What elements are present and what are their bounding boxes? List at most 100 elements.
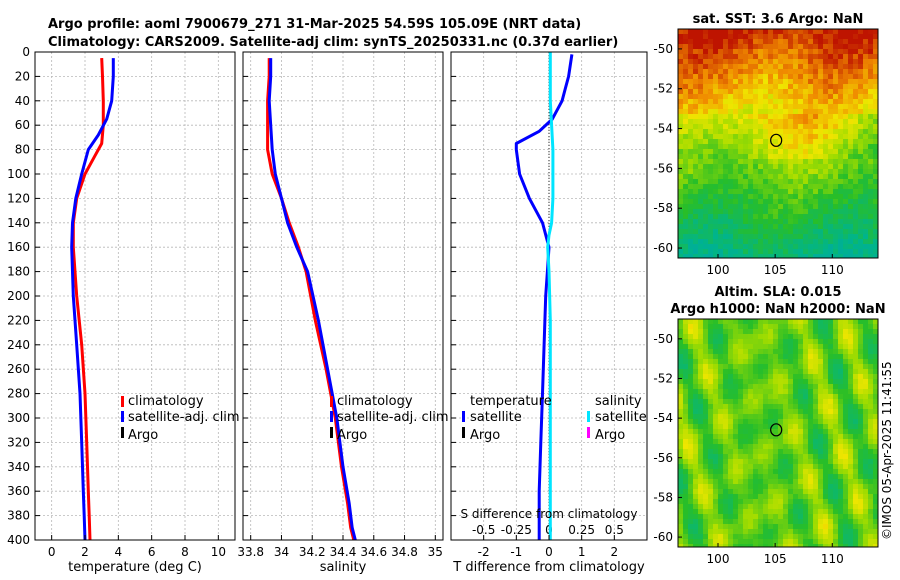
- map-cell: [818, 519, 824, 525]
- map-cell: [683, 434, 689, 440]
- map-cell: [723, 174, 729, 180]
- map-cell: [748, 169, 754, 175]
- map-cell: [793, 374, 799, 380]
- map-cell: [833, 154, 839, 160]
- map-cell: [733, 209, 739, 215]
- map-cell: [728, 254, 734, 259]
- map-cell: [788, 404, 794, 410]
- map-cell: [723, 454, 729, 460]
- map-cell: [828, 79, 834, 85]
- map-cell: [693, 59, 699, 65]
- map-cell: [828, 204, 834, 210]
- map-cell: [843, 174, 849, 180]
- map-cell: [713, 364, 719, 370]
- map-cell: [823, 389, 829, 395]
- map-cell: [838, 429, 844, 435]
- map-cell: [868, 99, 874, 105]
- map-cell: [718, 99, 724, 105]
- map-cell: [803, 349, 809, 355]
- x-tick-label: -1: [510, 545, 522, 559]
- map-cell: [678, 49, 684, 55]
- map-cell: [798, 399, 804, 405]
- map-cell: [703, 354, 709, 360]
- map-cell: [748, 389, 754, 395]
- map-cell: [828, 399, 834, 405]
- map-cell: [758, 249, 764, 255]
- map-cell: [693, 219, 699, 225]
- map-cell: [733, 144, 739, 150]
- x-tick-label: 34.2: [299, 545, 326, 559]
- map-cell: [768, 154, 774, 160]
- map-cell: [678, 389, 684, 395]
- map-cell: [843, 119, 849, 125]
- map-cell: [683, 224, 689, 230]
- map-cell: [858, 369, 864, 375]
- map-cell: [713, 339, 719, 345]
- legend-salinity-heading: salinity: [595, 394, 642, 409]
- map-cell: [873, 219, 879, 225]
- map-cell: [833, 149, 839, 155]
- map-cell: [778, 144, 784, 150]
- map-cell: [768, 149, 774, 155]
- map-cell: [728, 404, 734, 410]
- map-cell: [818, 204, 824, 210]
- map-cell: [743, 129, 749, 135]
- map-cell: [863, 34, 869, 40]
- map-cell: [758, 539, 764, 545]
- map-cell: [698, 529, 704, 535]
- map-cell: [698, 374, 704, 380]
- map-cell: [773, 54, 779, 60]
- map-cell: [873, 464, 879, 470]
- map-cell: [858, 529, 864, 535]
- map-cell: [703, 439, 709, 445]
- map-cell: [803, 504, 809, 510]
- map-cell: [798, 409, 804, 415]
- map-cell: [743, 114, 749, 120]
- map-cell: [738, 184, 744, 190]
- map-cell: [688, 119, 694, 125]
- map-cell: [733, 474, 739, 480]
- map-cell: [818, 329, 824, 335]
- map-cell: [743, 429, 749, 435]
- map-cell: [798, 469, 804, 475]
- map-cell: [763, 389, 769, 395]
- map-x-tick-label: 105: [764, 552, 787, 566]
- map-cell: [728, 64, 734, 70]
- map-cell: [793, 364, 799, 370]
- map-cell: [778, 419, 784, 425]
- map-cell: [768, 319, 774, 325]
- map-cell: [853, 29, 859, 35]
- map-cell: [728, 419, 734, 425]
- map-cell: [743, 64, 749, 70]
- map-cell: [698, 334, 704, 340]
- map-cell: [848, 384, 854, 390]
- map-cell: [678, 179, 684, 185]
- map-cell: [723, 124, 729, 130]
- map-cell: [793, 154, 799, 160]
- map-cell: [743, 169, 749, 175]
- map-cell: [693, 389, 699, 395]
- map-cell: [843, 164, 849, 170]
- map-cell: [828, 39, 834, 45]
- map-cell: [763, 74, 769, 80]
- map-cell: [863, 319, 869, 325]
- map-cell: [828, 194, 834, 200]
- map-cell: [698, 84, 704, 90]
- map-cell: [808, 429, 814, 435]
- map-cell: [838, 454, 844, 460]
- map-cell: [843, 104, 849, 110]
- map-cell: [753, 244, 759, 250]
- map-cell: [873, 449, 879, 455]
- map-cell: [873, 499, 879, 505]
- map-cell: [793, 519, 799, 525]
- map-cell: [733, 499, 739, 505]
- map-cell: [783, 399, 789, 405]
- map-cell: [678, 379, 684, 385]
- map-cell: [748, 334, 754, 340]
- map-cell: [863, 479, 869, 485]
- map-cell: [783, 254, 789, 259]
- map-cell: [763, 359, 769, 365]
- map-cell: [708, 199, 714, 205]
- map-cell: [868, 484, 874, 490]
- map-cell: [723, 44, 729, 50]
